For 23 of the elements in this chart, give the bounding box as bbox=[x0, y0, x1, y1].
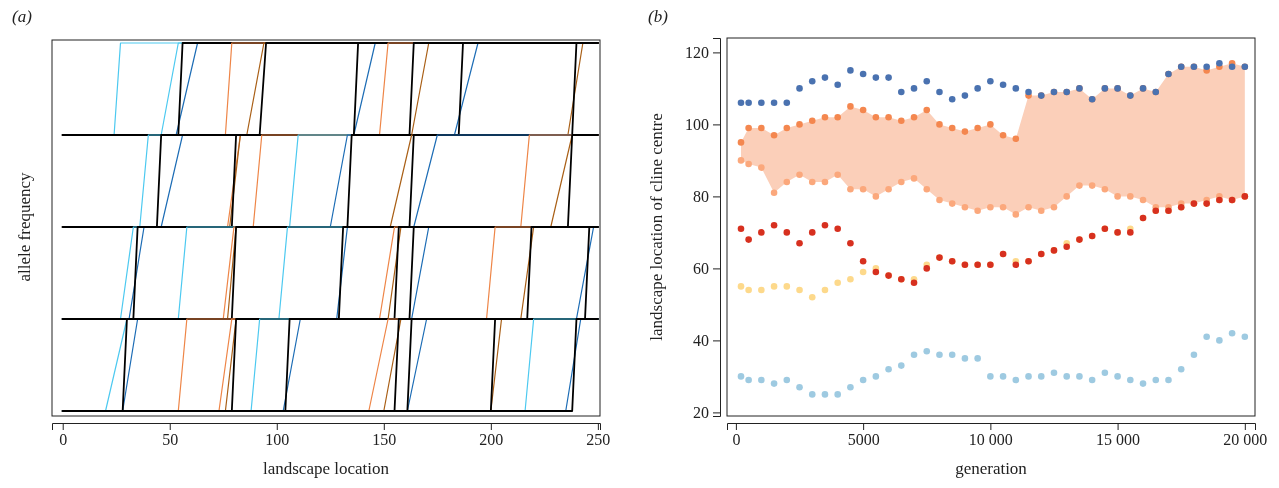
y-axis-title: allele frequency bbox=[15, 171, 34, 282]
x-tick-label: 150 bbox=[372, 431, 397, 449]
y-tick-label: 120 bbox=[685, 44, 709, 62]
y-tick-label: 60 bbox=[693, 260, 709, 278]
x-tick-label: 10 000 bbox=[968, 431, 1013, 449]
x-tick-label: 5000 bbox=[847, 431, 880, 449]
x-axis-title: landscape location bbox=[262, 459, 390, 478]
chart-title: (a) bbox=[12, 7, 33, 26]
y-tick-label: 80 bbox=[693, 188, 709, 206]
x-tick-label: 15 000 bbox=[1096, 431, 1141, 449]
y-tick-label: 20 bbox=[693, 404, 709, 422]
x-tick-label: 100 bbox=[265, 431, 290, 449]
x-tick-label: 50 bbox=[162, 431, 179, 449]
x-tick-label: 200 bbox=[479, 431, 504, 449]
y-axis-title: landscape location of cline centre bbox=[647, 113, 666, 341]
x-tick-label: 250 bbox=[586, 431, 611, 449]
x-tick-label: 0 bbox=[59, 431, 68, 449]
x-axis-title: generation bbox=[955, 459, 1028, 478]
x-tick-label: 0 bbox=[732, 431, 741, 449]
y-tick-label: 100 bbox=[685, 116, 709, 134]
y-tick-label: 40 bbox=[693, 332, 709, 350]
chart-title: (b) bbox=[648, 7, 669, 26]
x-tick-label: 20 000 bbox=[1223, 431, 1268, 449]
